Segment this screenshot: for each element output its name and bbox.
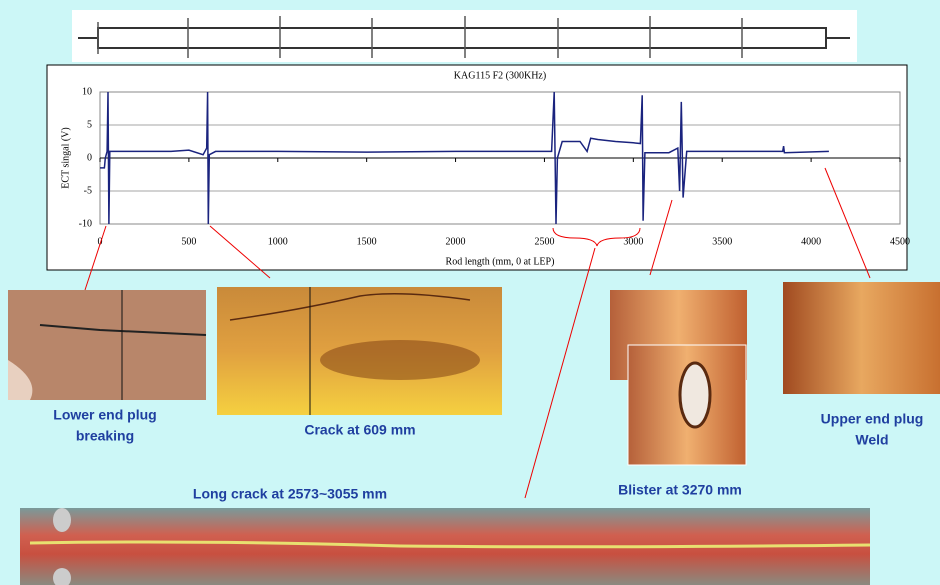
photos <box>8 282 940 585</box>
captions: Lower end plug breaking Crack at 609 mm Lon… <box>53 407 923 502</box>
x-tick-label: 3500 <box>712 236 732 247</box>
y-tick-label: 5 <box>87 119 92 130</box>
x-tick-label: 2500 <box>534 236 554 247</box>
caption: Crack at 609 mm <box>304 422 415 438</box>
y-tick-label: -5 <box>84 185 92 196</box>
caption: Upper end plug <box>821 411 924 427</box>
caption: Blister at 3270 mm <box>618 482 742 498</box>
y-tick-label: -10 <box>79 218 92 229</box>
x-tick-label: 1000 <box>268 236 288 247</box>
x-tick-label: 1500 <box>357 236 377 247</box>
chart-frame <box>47 65 907 270</box>
chart-title: KAG115 F2 (300KHz) <box>454 70 546 81</box>
x-tick-label: 2000 <box>446 236 466 247</box>
x-tick-label: 500 <box>181 236 196 247</box>
x-axis-label: Rod length (mm, 0 at LEP) <box>446 256 555 267</box>
rod-drawing <box>72 10 857 62</box>
caption: Weld <box>855 432 888 448</box>
slide: KAG115 F2 (300KHz) Rod length (mm, 0 at … <box>0 0 940 585</box>
caption: Lower end plug <box>53 407 156 423</box>
y-tick-label: 10 <box>82 86 92 97</box>
caption: Long crack at 2573~3055 mm <box>193 486 387 502</box>
caption: breaking <box>76 428 134 444</box>
x-tick-label: 4000 <box>801 236 821 247</box>
y-tick-label: 0 <box>87 152 92 163</box>
y-axis-label: ECT singal (V) <box>60 127 71 188</box>
x-tick-label: 4500 <box>890 236 910 247</box>
